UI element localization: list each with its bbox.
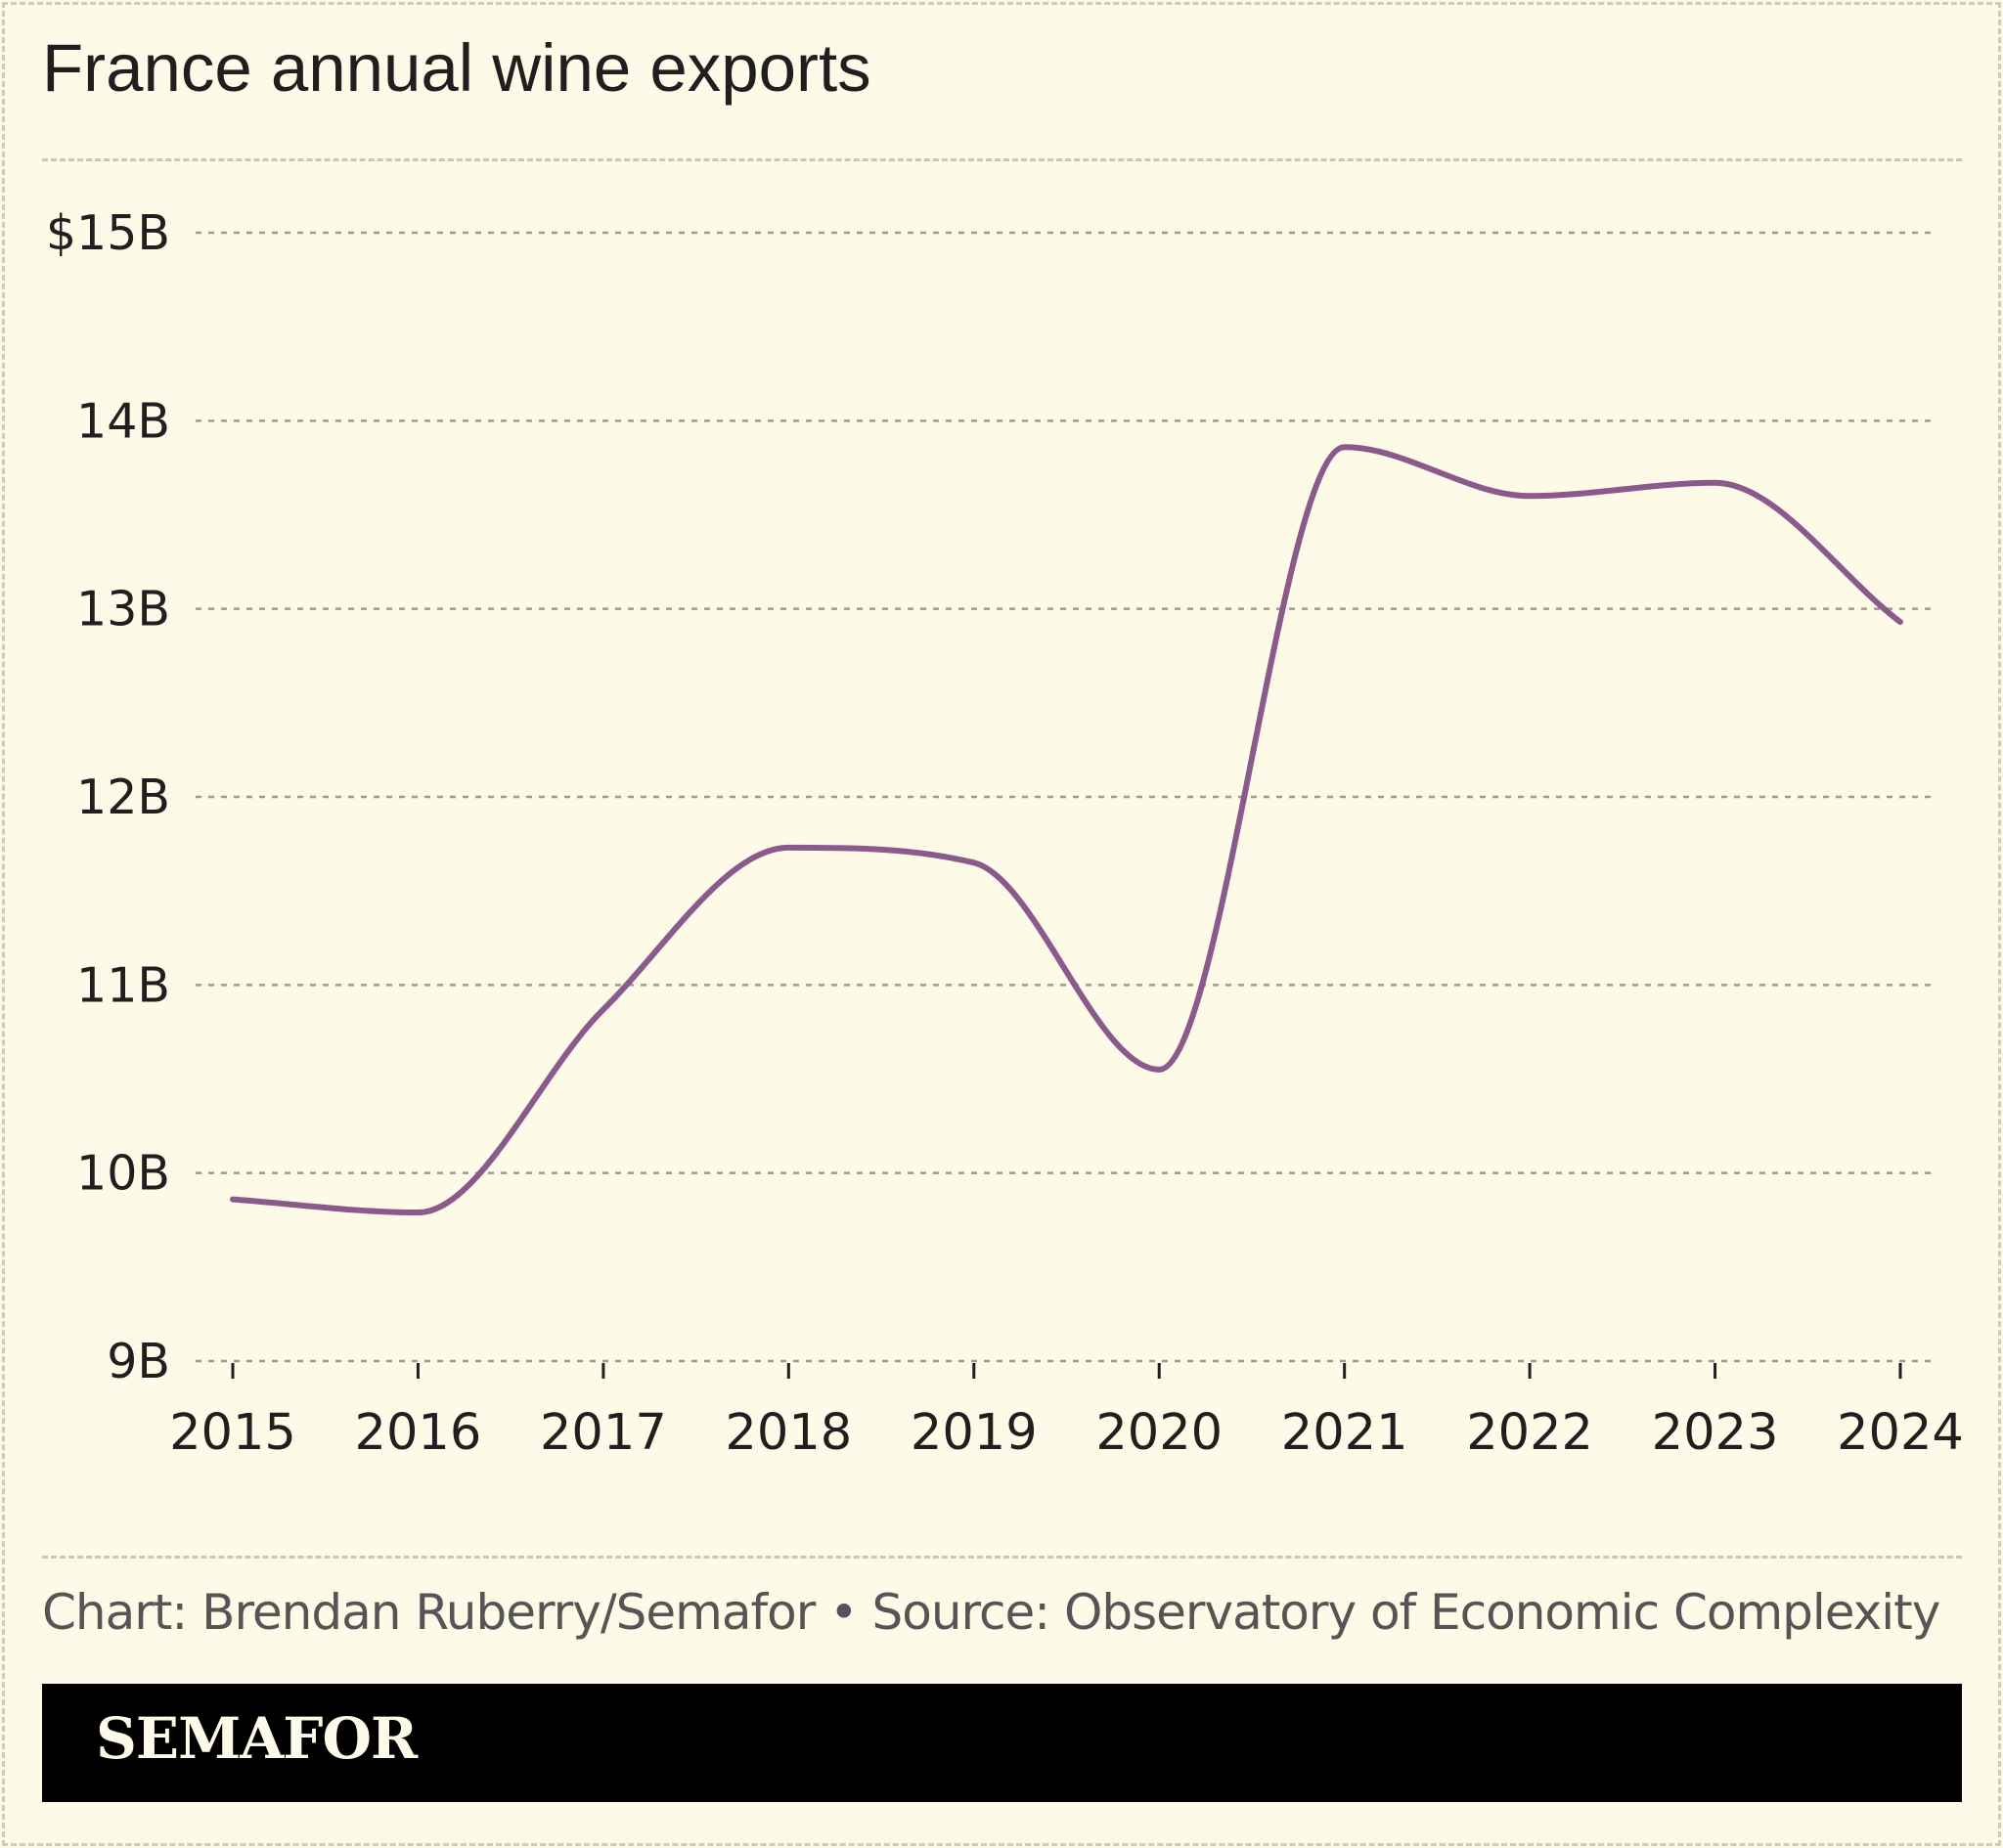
header-divider [42,158,1962,161]
y-tick-label: 14B [76,393,170,449]
x-tick-label: 2018 [725,1404,852,1462]
x-tick-label: 2020 [1095,1404,1223,1462]
y-tick-label: $15B [46,205,170,261]
y-tick-label: 10B [76,1146,170,1202]
x-tick-label: 2022 [1466,1404,1593,1462]
x-tick-label: 2019 [911,1404,1038,1462]
series [230,444,1903,1216]
brand-bar: SEMAFOR [42,1684,1962,1802]
y-tick-label: 9B [107,1334,170,1389]
source-credit: Chart: Brendan Ruberry/Semafor • Source:… [42,1584,1940,1641]
y-tick-label: 13B [76,582,170,638]
y-tick-label: 11B [76,957,170,1013]
x-tick-label: 2016 [355,1404,482,1462]
y-axis-labels: 9B 10B 11B 12B 13B 14B $15B [46,205,170,1389]
x-tick-label: 2015 [169,1404,296,1462]
x-tick-label: 2021 [1281,1404,1408,1462]
x-tick-label: 2017 [540,1404,667,1462]
semafor-logo: SEMAFOR [96,1705,418,1772]
x-tick-label: 2023 [1652,1404,1779,1462]
x-axis: 2015 2016 2017 2018 2019 2020 2021 2022 2023 2024 [169,1363,1964,1462]
footer-divider [42,1556,1962,1559]
series-line [230,444,1903,1216]
gridlines [196,231,1932,1363]
chart-title: France annual wine exports [42,30,871,106]
y-tick-label: 12B [76,770,170,825]
x-tick-label: 2024 [1837,1404,1964,1462]
